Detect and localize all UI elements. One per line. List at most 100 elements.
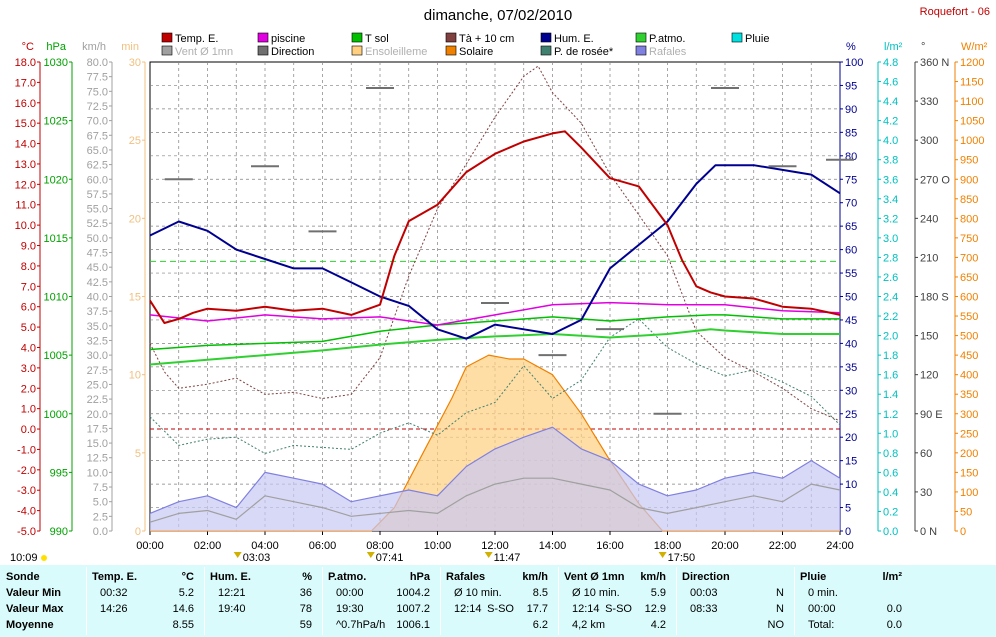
table-unit: °C xyxy=(181,571,194,583)
temp-tick-label: 10.0 xyxy=(15,220,36,232)
pct-tick-label: 100 xyxy=(845,57,863,69)
pct-tick-label: 10 xyxy=(845,479,857,491)
table-cell-time: 4,2 km xyxy=(572,619,606,631)
legend-swatch xyxy=(351,32,363,43)
kmh-tick-label: 57.5 xyxy=(87,189,108,201)
temp-tick-label: -1.0 xyxy=(17,444,36,456)
deg-tick-label: 300 xyxy=(920,135,938,147)
kmh-tick-label: 67.5 xyxy=(87,130,108,142)
table-separator xyxy=(86,567,87,635)
min-unit-label: min xyxy=(121,41,139,53)
min-tick-label: 10 xyxy=(129,370,141,382)
min-tick-label: 5 xyxy=(135,448,141,460)
legend-swatch xyxy=(635,32,647,43)
statistics-table: Sonde Valeur Min Valeur Max Moyenne Temp. E.… xyxy=(0,565,996,637)
table-cell-time: 19:30 xyxy=(336,603,364,615)
lm2-tick-label: 4.2 xyxy=(883,116,898,128)
kmh-tick-label: 55.0 xyxy=(87,204,108,216)
table-separator xyxy=(204,567,205,635)
legend-swatch xyxy=(445,45,457,56)
legend-label: Temp. E. xyxy=(175,33,218,45)
series-line-rafales xyxy=(149,426,841,514)
wm2-tick-label: 100 xyxy=(960,487,978,499)
table-cell-time: 00:00 xyxy=(336,587,364,599)
wm2-tick-label: 350 xyxy=(960,389,978,401)
wm2-tick-label: 1150 xyxy=(960,77,984,89)
deg-tick-label: 210 xyxy=(920,252,938,264)
kmh-tick-label: 17.5 xyxy=(87,423,108,435)
table-header: P.atmo. xyxy=(328,571,367,583)
table-cell-value: 0.0 xyxy=(886,603,902,615)
time-marker-label: 11:47 xyxy=(494,552,521,564)
kmh-tick-label: 12.5 xyxy=(87,453,108,465)
min-tick-label: 30 xyxy=(129,57,141,69)
lm2-tick-label: 1.4 xyxy=(883,389,898,401)
temp-tick-label: 3.0 xyxy=(21,363,36,375)
legend-swatch xyxy=(635,45,647,56)
kmh-tick-label: 30.0 xyxy=(87,350,108,362)
lm2-tick-label: 4.8 xyxy=(883,57,898,69)
hpa-tick-label: 1030 xyxy=(44,57,68,69)
hpa-tick-label: 995 xyxy=(50,467,68,479)
series-line-hum-e xyxy=(149,164,841,340)
wm2-tick-label: 200 xyxy=(960,448,978,460)
pct-tick-label: 30 xyxy=(845,385,857,397)
deg-tick-label: 330 xyxy=(920,96,938,108)
weather-chart: dimanche, 07/02/2010 -5.0 -4.0 -3.0 -2.0 -1.0… xyxy=(10,7,988,564)
legend-label: Hum. E. xyxy=(554,33,594,45)
temp-tick-label: 1.0 xyxy=(21,404,36,416)
table-unit: % xyxy=(302,571,312,583)
table-cell-value: 0.0 xyxy=(886,619,902,631)
deg-tick-label: 30 xyxy=(920,487,932,499)
lm2-tick-label: 0.6 xyxy=(883,467,898,479)
pct-tick-label: 15 xyxy=(845,456,857,468)
table-cell-value: 8.5 xyxy=(532,587,548,599)
table-header: Direction xyxy=(682,571,730,583)
table-cell-time: Total: xyxy=(808,619,835,631)
lm2-tick-label: 0.8 xyxy=(883,448,898,460)
deg-tick-label: 240 xyxy=(920,213,938,225)
kmh-tick-label: 50.0 xyxy=(87,233,108,245)
time-tick-label: 20:00 xyxy=(711,540,739,552)
lm2-tick-label: 4.6 xyxy=(883,77,898,89)
wm2-tick-label: 250 xyxy=(960,428,978,440)
temp-tick-label: 16.0 xyxy=(15,98,36,110)
legend-label: Vent Ø 1mn xyxy=(175,46,233,58)
table-cell-value: 1007.2 xyxy=(396,603,430,615)
wm2-tick-label: 400 xyxy=(960,370,978,382)
pct-tick-label: 5 xyxy=(845,503,851,515)
kmh-tick-label: 45.0 xyxy=(87,262,108,274)
station-name: Roquefort - 06 xyxy=(919,6,990,18)
kmh-tick-label: 42.5 xyxy=(87,277,108,289)
series-area-solaire xyxy=(150,355,840,531)
kmh-tick-label: 75.0 xyxy=(87,86,108,98)
table-cell-value: 4.2 xyxy=(650,619,666,631)
wm2-tick-label: 450 xyxy=(960,350,978,362)
pct-tick-label: 60 xyxy=(845,245,857,257)
deg-tick-label: 0 N xyxy=(920,526,937,538)
time-tick-label: 18:00 xyxy=(654,540,682,552)
lm2-tick-label: 0.2 xyxy=(883,506,898,518)
lm2-tick-label: 2.8 xyxy=(883,252,898,264)
table-cell-dir: S-SO xyxy=(605,603,632,615)
deg-tick-label: 90 E xyxy=(920,409,943,421)
time-marker-arrow xyxy=(233,552,242,558)
wm2-tick-label: 1050 xyxy=(960,116,984,128)
pct-tick-label: 35 xyxy=(845,362,857,374)
wm2-tick-label: 600 xyxy=(960,292,978,304)
kmh-tick-label: 70.0 xyxy=(87,116,108,128)
table-cell-value: 6.2 xyxy=(532,619,548,631)
lm2-tick-label: 1.8 xyxy=(883,350,898,362)
pct-tick-label: 65 xyxy=(845,221,857,233)
table-cell-time: ^0.7hPa/h xyxy=(336,619,386,631)
table-separator xyxy=(558,567,559,635)
deg-tick-label: 150 xyxy=(920,331,938,343)
lm2-tick-label: 2.2 xyxy=(883,311,898,323)
temp-tick-label: -2.0 xyxy=(17,465,36,477)
pct-tick-label: 90 xyxy=(845,104,857,116)
time-marker-label: 17:50 xyxy=(668,552,696,564)
pct-tick-label: 0 xyxy=(845,526,851,538)
table-cell-time: Ø 10 min. xyxy=(572,587,620,599)
legend-swatch xyxy=(161,32,173,43)
kmh-tick-label: 27.5 xyxy=(87,365,108,377)
